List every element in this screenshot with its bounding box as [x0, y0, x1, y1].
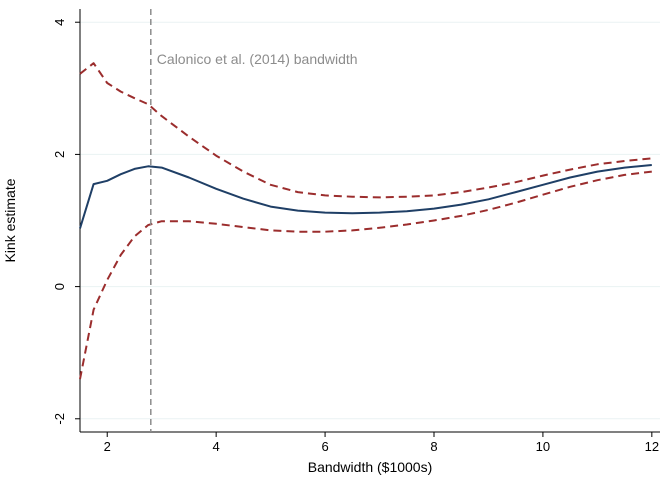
series-line-upper-ci — [79, 62, 652, 199]
reference-layer: Calonico et al. (2014) bandwidth — [150, 9, 358, 432]
series-line-lower-ci — [79, 170, 652, 380]
x-tick-label: 8 — [430, 439, 437, 454]
y-axis-ticks: -2 0 2 4 — [52, 19, 80, 425]
x-tick-label: 12 — [645, 439, 659, 454]
x-tick-label: 4 — [213, 439, 220, 454]
series-line-estimate — [79, 164, 652, 229]
x-tick-label: 6 — [321, 439, 328, 454]
axes — [79, 9, 660, 433]
y-tick-label: 0 — [52, 283, 67, 290]
gridlines — [80, 21, 660, 420]
y-tick-label: -2 — [52, 413, 67, 425]
x-tick-label: 2 — [104, 439, 111, 454]
y-tick-label: 2 — [52, 151, 67, 158]
y-axis-title: Kink estimate — [2, 178, 18, 262]
y-tick-label: 4 — [52, 19, 67, 26]
reference-bandwidth-label: Calonico et al. (2014) bandwidth — [157, 51, 358, 67]
x-axis-title: Bandwidth ($1000s) — [308, 459, 433, 475]
x-tick-label: 10 — [536, 439, 550, 454]
x-axis-ticks: 2 4 6 8 10 12 — [104, 432, 659, 454]
series-layer — [79, 62, 652, 380]
